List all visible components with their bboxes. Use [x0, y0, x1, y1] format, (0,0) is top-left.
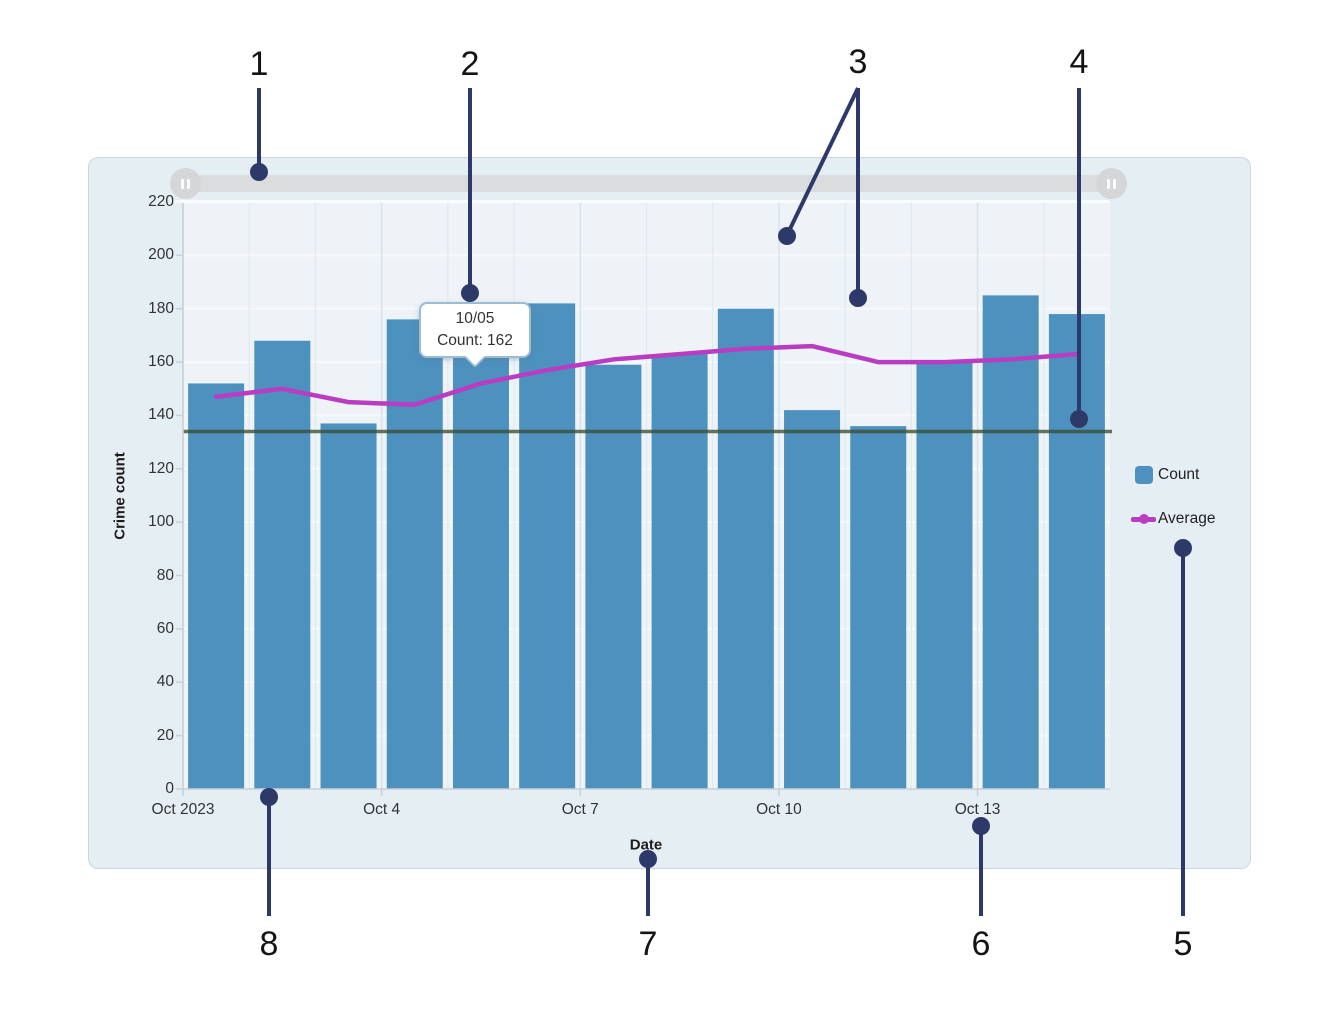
y-tick-label: 160 — [148, 353, 174, 371]
y-tick-label: 60 — [156, 619, 174, 637]
x-tick-label: Oct 2023 — [151, 801, 215, 818]
range-scrollbar-left-handle[interactable] — [170, 168, 201, 199]
x-axis-title: Date — [629, 836, 663, 854]
callout-number-5-legend: 5 — [1173, 925, 1193, 963]
grip-pause-icon — [1113, 178, 1116, 189]
x-tick-label: Oct 4 — [363, 801, 401, 818]
y-tick-label: 140 — [148, 406, 174, 424]
y-tick-label: 180 — [148, 299, 174, 317]
range-scrollbar-shadow — [172, 200, 1110, 203]
tooltip: 10/05 Count: 162 — [419, 302, 531, 369]
y-tick-label: 200 — [148, 246, 174, 264]
y-tick-label: 20 — [156, 726, 174, 744]
callout-number-1-range-scrollbar: 1 — [249, 45, 269, 83]
grip-pause-icon — [181, 178, 184, 189]
y-tick-label: 100 — [148, 513, 174, 531]
legend-count-label[interactable]: Count — [1158, 466, 1200, 483]
chart-panel — [88, 157, 1251, 869]
grip-pause-icon — [187, 178, 190, 189]
y-tick-label: 40 — [156, 673, 174, 691]
callout-number-6-x-tick-label: 6 — [971, 925, 991, 963]
y-tick-label: 220 — [148, 193, 174, 210]
y-tick-label: 80 — [156, 566, 174, 584]
range-scrollbar-track[interactable] — [170, 175, 1123, 192]
range-scrollbar-right-handle[interactable] — [1096, 168, 1127, 199]
x-tick-label: Oct 7 — [561, 801, 599, 818]
callout-number-8-x-axis: 8 — [259, 925, 279, 963]
y-tick-label: 120 — [148, 459, 174, 477]
callout-number-4-reference-line: 4 — [1069, 43, 1089, 81]
tooltip-date: 10/05 — [455, 309, 495, 327]
callout-number-2-tooltip: 2 — [460, 45, 480, 83]
legend-average-label[interactable]: Average — [1158, 510, 1216, 527]
x-tick-label: Oct 13 — [954, 801, 1001, 818]
legend-average-dot-icon[interactable] — [1139, 514, 1149, 524]
legend-count-swatch[interactable] — [1135, 466, 1153, 484]
x-tick-label: Oct 10 — [756, 801, 802, 818]
y-tick-label: 0 — [165, 780, 174, 797]
callout-number-3-plot-area: 3 — [848, 43, 868, 81]
callout-number-7-x-axis-title: 7 — [638, 925, 658, 963]
grip-pause-icon — [1107, 178, 1110, 189]
